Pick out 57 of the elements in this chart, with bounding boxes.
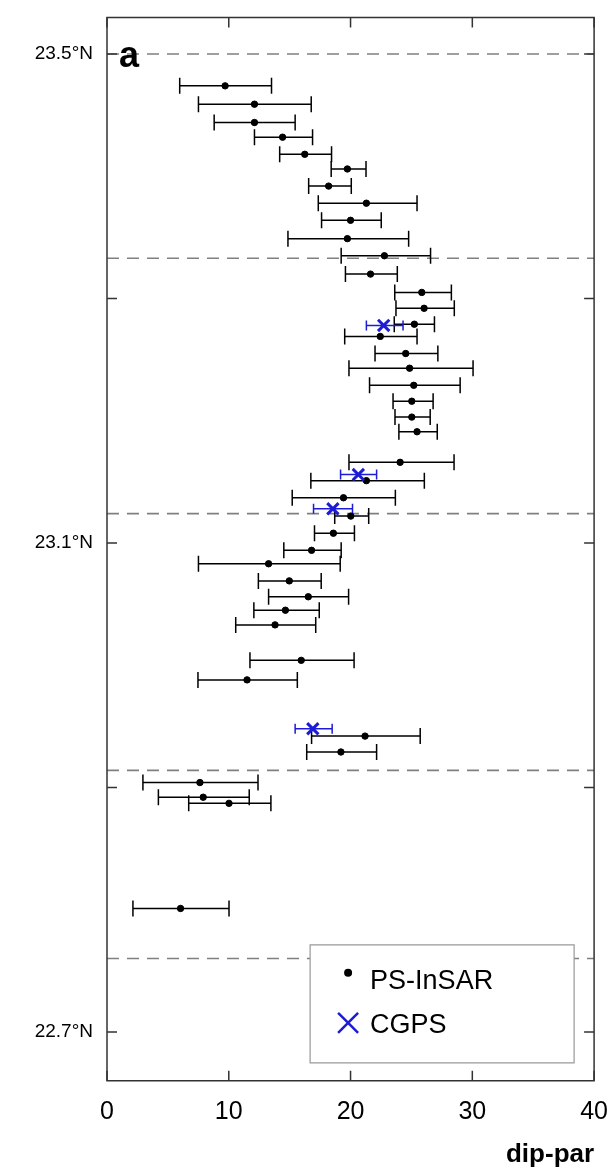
point [376,332,384,341]
point [196,778,204,787]
point [362,199,371,207]
point [324,182,333,190]
point [271,621,279,629]
point [301,150,309,158]
x-tick-label: 10 [214,1095,243,1124]
point [410,381,418,390]
point [366,270,375,278]
point [347,512,355,520]
point [361,732,369,740]
point [413,428,421,436]
point [343,165,352,173]
point [297,656,305,665]
point [351,467,366,482]
point [221,82,229,90]
point [396,458,404,467]
point [304,593,312,601]
point [281,606,290,614]
point [307,546,316,555]
point [343,234,352,243]
point [250,118,259,127]
point [325,501,341,516]
point [176,904,185,913]
point [346,216,355,224]
point [199,793,207,801]
point [380,252,389,260]
point [329,529,338,537]
point [285,577,293,585]
point [264,560,273,568]
point [418,288,426,297]
point [339,494,348,502]
point [408,413,416,421]
point [243,676,251,684]
point [376,318,391,333]
y-tick-label: 22.7°N [34,1020,93,1042]
point [278,133,287,141]
point [305,721,320,736]
point [408,397,416,405]
x-tick-label: 30 [458,1095,487,1124]
legend-label: CGPS [370,1009,447,1040]
point [337,748,345,756]
annotation: a [119,34,140,76]
point [420,304,428,313]
x-tick-label: 40 [580,1095,608,1124]
y-tick-label: 23.5°N [34,42,93,64]
point [225,799,233,808]
legend-label: PS-InSAR [370,965,494,996]
point [410,320,419,328]
x-tick-label: 20 [336,1095,365,1124]
x-axis-title: dip-par [505,1137,595,1168]
point [362,476,371,485]
point [402,349,410,358]
y-tick-label: 23.1°N [34,531,93,553]
point [405,364,414,372]
x-tick-label: 0 [100,1095,114,1124]
point [250,100,259,108]
